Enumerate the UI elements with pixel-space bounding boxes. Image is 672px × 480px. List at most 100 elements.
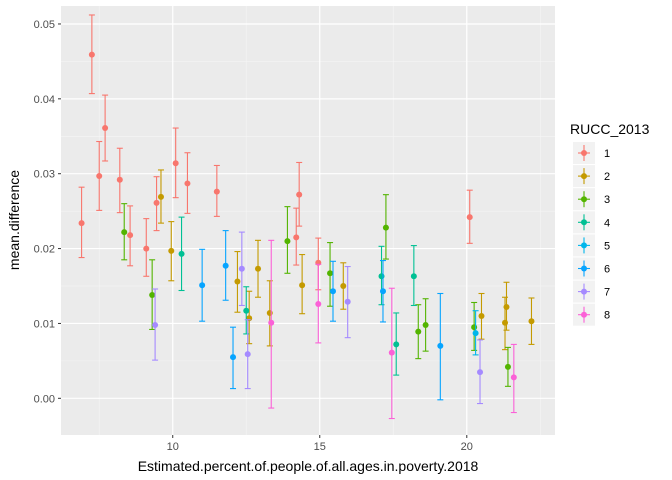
data-point	[213, 188, 220, 195]
data-point	[199, 282, 206, 289]
data-point	[78, 220, 85, 227]
data-point	[296, 191, 303, 198]
legend-label: 4	[604, 217, 610, 229]
legend-key-point	[581, 288, 587, 295]
data-point	[378, 273, 385, 280]
y-tick-label: 0.00	[34, 393, 55, 405]
series-8	[268, 239, 517, 420]
y-tick-label: 0.01	[34, 318, 55, 330]
legend-label: 8	[604, 310, 610, 322]
data-point	[121, 229, 128, 236]
legend-label: 5	[604, 240, 610, 252]
series-7	[152, 231, 484, 405]
data-point	[477, 369, 484, 376]
data-point	[382, 224, 389, 231]
data-point	[230, 354, 237, 361]
x-tick-label: 15	[314, 441, 326, 453]
legend-key-point	[581, 242, 587, 249]
y-tick-label: 0.05	[34, 19, 55, 31]
data-point	[284, 238, 291, 245]
data-point	[149, 291, 156, 298]
legend-item-4: 4	[573, 211, 610, 234]
series-6	[199, 230, 444, 401]
legend-item-1: 1	[573, 142, 610, 164]
legend-item-6: 6	[573, 257, 610, 280]
y-axis: 0.00 0.01 0.02 0.03 0.04 0.05	[34, 19, 61, 405]
y-tick-label: 0.04	[34, 94, 55, 106]
data-point	[172, 160, 179, 167]
y-tick-label: 0.03	[34, 169, 55, 181]
plot-panel	[61, 6, 555, 435]
data-point	[471, 324, 478, 331]
x-tick-label: 10	[167, 441, 179, 453]
data-point	[528, 318, 535, 325]
data-point	[244, 351, 251, 358]
legend-label: 7	[604, 287, 610, 299]
series-2	[157, 169, 535, 351]
legend-item-7: 7	[573, 280, 610, 303]
legend-label: 1	[604, 148, 610, 160]
data-point	[329, 288, 336, 295]
data-point	[266, 309, 273, 316]
data-marks	[78, 14, 535, 420]
data-point	[268, 319, 275, 326]
legend-key-point	[581, 196, 587, 203]
data-point	[393, 341, 400, 348]
data-point	[437, 342, 444, 349]
data-point	[503, 303, 510, 310]
data-point	[234, 278, 241, 285]
data-point	[340, 283, 347, 290]
y-axis-title: mean.difference	[6, 170, 22, 270]
legend-title: RUCC_2013	[570, 121, 650, 137]
data-point	[344, 298, 351, 305]
data-point	[293, 234, 300, 241]
minor-gridlines	[61, 6, 555, 435]
data-point	[315, 300, 322, 307]
data-point	[379, 288, 386, 295]
data-point	[184, 180, 191, 187]
data-point	[388, 349, 395, 356]
x-axis-title: Estimated.percent.of.people.of.all.ages.…	[138, 458, 479, 474]
series-3	[121, 194, 511, 387]
data-point	[478, 312, 485, 319]
legend-label: 2	[604, 171, 610, 183]
data-point	[96, 172, 103, 179]
x-axis: 10 15 20	[167, 435, 473, 453]
legend-key-point	[581, 265, 587, 272]
series-1	[78, 14, 473, 291]
legend-label: 6	[604, 264, 610, 276]
data-point	[466, 214, 473, 221]
legend-key-point	[581, 311, 587, 318]
data-point	[168, 247, 175, 254]
data-point	[255, 265, 262, 272]
data-point	[178, 250, 185, 257]
data-point	[327, 270, 334, 277]
data-point	[152, 321, 159, 328]
data-point	[246, 315, 253, 322]
legend-label: 3	[604, 194, 610, 206]
series-5	[472, 310, 479, 356]
legend-item-5: 5	[573, 234, 610, 257]
data-point	[222, 262, 229, 269]
y-tick-label: 0.02	[34, 244, 55, 256]
data-point	[510, 374, 517, 381]
data-point	[502, 319, 509, 326]
data-point	[410, 273, 417, 280]
data-point	[116, 176, 123, 183]
data-point	[102, 125, 109, 132]
series-4	[178, 216, 417, 376]
data-point	[238, 265, 245, 272]
legend-key-point	[581, 150, 587, 156]
legend-key-point	[581, 219, 587, 226]
data-point	[422, 321, 429, 328]
data-point	[127, 232, 134, 239]
data-point	[299, 282, 306, 289]
legend-item-2: 2	[573, 165, 610, 188]
major-gridlines	[61, 6, 555, 435]
data-point	[415, 328, 422, 335]
legend-item-8: 8	[573, 303, 610, 326]
data-point	[153, 199, 160, 206]
legend-item-3: 3	[573, 188, 610, 211]
data-point	[143, 245, 150, 252]
